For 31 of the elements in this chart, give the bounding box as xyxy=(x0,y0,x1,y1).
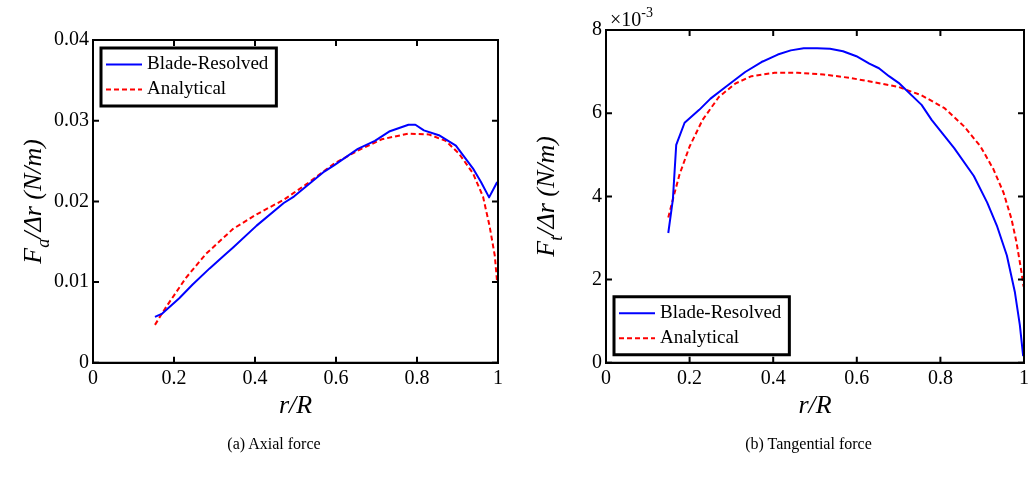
y-axis-title: Ft/Δr (N/m) xyxy=(531,136,566,258)
x-tick-label: 0.2 xyxy=(161,366,187,389)
y-axis-title: Fa/Δr (N/m) xyxy=(18,139,53,265)
y-tick-label: 0 xyxy=(79,350,89,373)
y-tick-label: 0.03 xyxy=(54,107,89,130)
y-tick-label: 6 xyxy=(592,100,602,123)
legend-label: Analytical xyxy=(660,326,740,348)
y-tick-label: 8 xyxy=(592,17,602,40)
x-axis-title: r/R xyxy=(798,389,832,419)
legend-label: Analytical xyxy=(147,77,227,99)
line-series xyxy=(667,71,1024,288)
legend-label: Blade-Resolved xyxy=(147,52,269,74)
text: (a) Axial force xyxy=(227,434,321,453)
legend-label: Blade-Resolved xyxy=(660,301,782,323)
x-tick-label: 0.6 xyxy=(844,366,870,389)
x-tick-label: 1 xyxy=(493,366,503,389)
y-tick-label: 4 xyxy=(592,183,602,206)
x-tick-label: 0.6 xyxy=(323,366,349,389)
x-tick-label: 0.4 xyxy=(242,366,268,389)
x-tick-label: 0.2 xyxy=(677,366,703,389)
x-tick-label: 0.8 xyxy=(927,366,953,389)
x-tick-label: 1 xyxy=(1019,366,1029,389)
x-axis-title: r/R xyxy=(278,389,313,419)
y-tick-label: 0 xyxy=(592,350,602,373)
y-tick-label: 0.01 xyxy=(54,269,89,292)
x-tick-label: 0.4 xyxy=(760,366,786,389)
text: (b) Tangential force xyxy=(745,434,872,453)
y-tick-label: 0.04 xyxy=(54,27,89,50)
x-tick-label: 0.8 xyxy=(404,366,430,389)
y-tick-label: 2 xyxy=(592,266,602,289)
y-tick-label: 0.02 xyxy=(54,188,89,211)
